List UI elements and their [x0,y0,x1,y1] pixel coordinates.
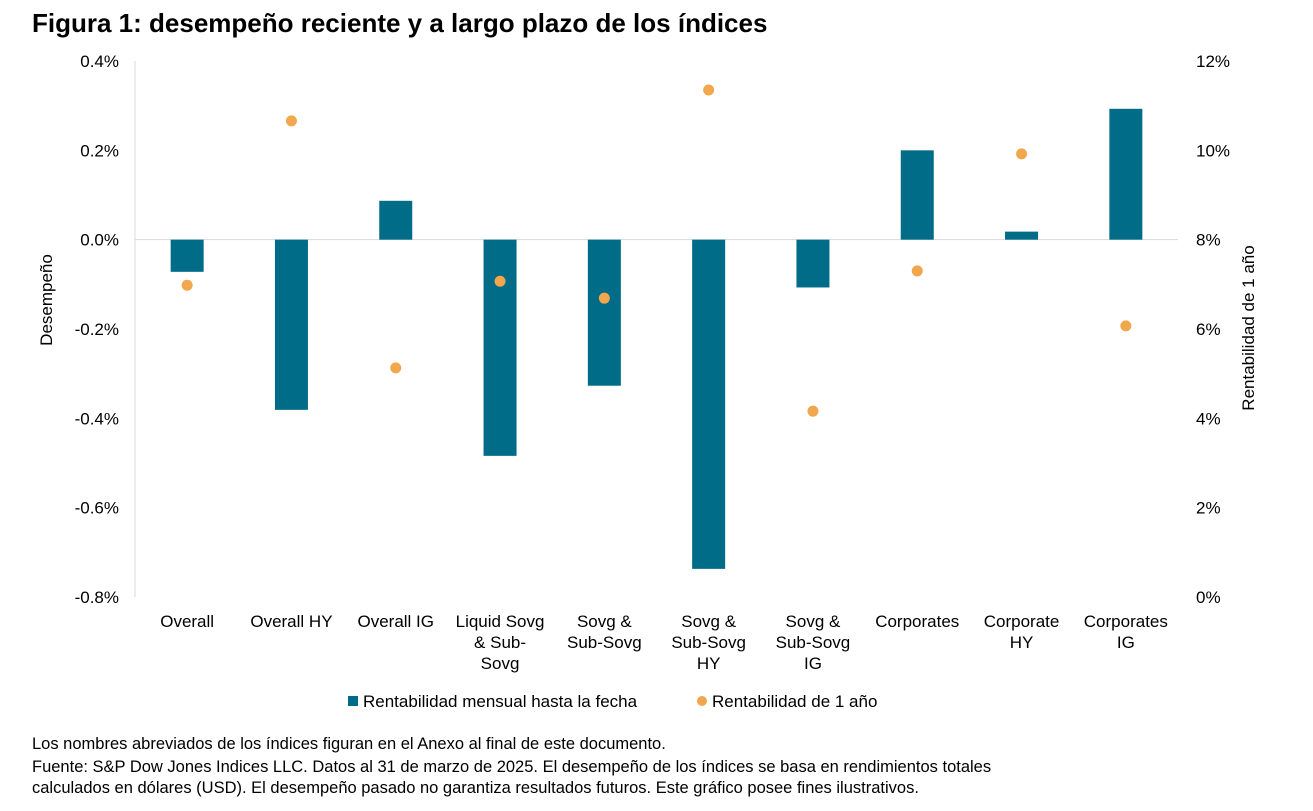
y-tick-label: 0.4% [80,52,119,71]
x-tick-label: HY [697,654,721,673]
bar [692,239,726,569]
x-tick-label: & Sub- [474,633,526,652]
bar [900,150,934,240]
scatter-point [390,362,402,374]
x-tick-label: Overall [160,612,214,631]
bar [587,239,621,386]
chart-title: Figura 1: desempeño reciente y a largo p… [32,8,768,38]
y-tick-label: 0.0% [80,231,119,250]
y-tick-label: 0.2% [80,141,119,160]
scatter-point [1016,148,1028,160]
x-tick-label: Sovg & [681,612,736,631]
x-tick-label: Overall IG [357,612,434,631]
bar [274,239,308,410]
x-tick-label: Corporates [1084,612,1168,631]
y-tick-label: -0.4% [75,409,119,428]
footnote-2: Fuente: S&P Dow Jones Indices LLC. Datos… [32,758,992,776]
x-tick-label: Sovg [481,654,520,673]
footnote-3: calculados en dólares (USD). El desempeñ… [32,779,919,797]
legend-bar-label: Rentabilidad mensual hasta la fecha [363,692,638,711]
y2-tick-label: 0% [1196,588,1221,607]
x-tick-label: Sub-Sovg [671,633,746,652]
bar [1109,108,1143,240]
y2-tick-label: 2% [1196,499,1221,518]
footnote-1: Los nombres abreviados de los índices fi… [32,735,666,753]
x-tick-label: Sovg & [577,612,632,631]
legend-dot-label: Rentabilidad de 1 año [712,692,877,711]
x-tick-label: IG [1117,633,1135,652]
x-tick-label: IG [804,654,822,673]
y2-tick-label: 12% [1196,52,1230,71]
scatter-point [285,115,297,127]
scatter-point [911,265,923,277]
x-tick-label: Sub-Sovg [776,633,851,652]
x-tick-label: Liquid Sovg [456,612,545,631]
legend-bar-swatch [348,696,358,706]
y-tick-label: -0.6% [75,499,119,518]
x-tick-label: Corporates [875,612,959,631]
y-axis-label: Desempeño [37,254,56,346]
x-tick-label: Sovg & [786,612,841,631]
y2-tick-label: 6% [1196,320,1221,339]
scatter-point [807,405,819,417]
y2-tick-label: 4% [1196,409,1221,428]
y-tick-label: -0.8% [75,588,119,607]
legend-dot-swatch [697,696,707,706]
chart-svg: 0.4% 0.2% 0.0% -0.2% -0.4% -0.6% -0.8% 12% 10% 8%… [37,52,1258,711]
bar [379,200,413,240]
scatter-point [181,279,193,291]
scatter-point [1120,320,1132,332]
scatter-point [598,292,610,304]
y2-tick-label: 10% [1196,141,1230,160]
x-tick-label: Overall HY [250,612,332,631]
y2-axis-label: Rentabilidad de 1 año [1239,245,1258,410]
scatter-point [494,275,506,287]
x-tick-label: Sub-Sovg [567,633,642,652]
bar [170,239,204,272]
y-tick-label: -0.2% [75,320,119,339]
scatter-point [703,84,715,96]
y2-tick-label: 8% [1196,231,1221,250]
bar [1005,231,1039,240]
x-tick-label: HY [1010,633,1034,652]
bar [796,239,830,288]
x-tick-label: Corporate [984,612,1060,631]
bar [483,239,517,456]
